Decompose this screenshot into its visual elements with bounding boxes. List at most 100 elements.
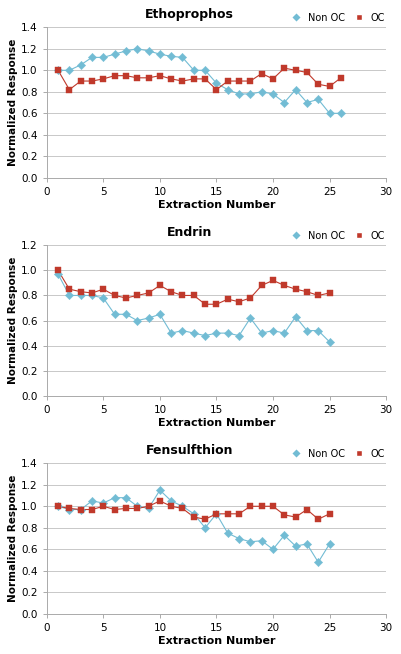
Point (111, 504, 118, 515)
Point (168, 74, 174, 84)
Point (157, 309, 163, 320)
Point (281, 530, 288, 541)
Point (213, 328, 220, 338)
Point (236, 330, 242, 341)
Point (123, 71, 129, 81)
Point (213, 78, 220, 88)
Point (225, 528, 231, 538)
Point (66, 503, 73, 513)
Point (77, 76, 84, 86)
Point (123, 293, 129, 303)
Point (304, 539, 310, 549)
Point (202, 299, 209, 309)
Point (100, 52, 107, 63)
Point (134, 315, 140, 326)
Point (55, 501, 61, 511)
Point (89, 496, 95, 506)
Point (100, 501, 107, 511)
Point (89, 288, 95, 298)
Point (89, 76, 95, 86)
Point (326, 539, 333, 549)
Point (213, 509, 220, 519)
Point (157, 71, 163, 81)
Point (55, 65, 61, 75)
Point (89, 52, 95, 63)
Point (315, 514, 322, 525)
Point (292, 311, 299, 322)
Point (111, 492, 118, 503)
Point (77, 290, 84, 301)
Point (247, 536, 253, 547)
Point (179, 52, 186, 63)
Point (213, 84, 220, 95)
Y-axis label: Normalized Response: Normalized Response (8, 39, 18, 166)
Point (157, 485, 163, 495)
Point (259, 280, 265, 290)
Point (179, 503, 186, 513)
Point (247, 89, 253, 99)
Point (100, 74, 107, 84)
Point (304, 504, 310, 515)
Point (292, 84, 299, 95)
Point (259, 328, 265, 338)
Point (213, 299, 220, 309)
Point (179, 290, 186, 301)
Point (123, 492, 129, 503)
Point (225, 294, 231, 305)
Point (281, 97, 288, 108)
Point (100, 498, 107, 508)
X-axis label: Extraction Number: Extraction Number (158, 418, 275, 428)
Point (247, 293, 253, 303)
Point (123, 503, 129, 513)
Point (190, 65, 197, 75)
Text: Fensulfthion: Fensulfthion (146, 444, 233, 457)
Text: Ethoprophos: Ethoprophos (145, 9, 234, 21)
Point (225, 84, 231, 95)
Point (304, 97, 310, 108)
Point (315, 79, 322, 90)
Point (304, 286, 310, 297)
Point (168, 496, 174, 506)
Point (338, 108, 344, 118)
Point (190, 328, 197, 338)
Point (190, 290, 197, 301)
Point (66, 284, 73, 294)
Point (55, 269, 61, 279)
Point (202, 514, 209, 525)
Point (145, 503, 152, 513)
Point (225, 76, 231, 86)
Point (100, 293, 107, 303)
Point (247, 76, 253, 86)
Point (111, 309, 118, 320)
Point (157, 280, 163, 290)
Point (236, 296, 242, 307)
Point (157, 496, 163, 506)
Point (202, 65, 209, 75)
Text: Endrin: Endrin (166, 226, 212, 239)
Point (270, 326, 276, 336)
Point (55, 501, 61, 511)
Point (66, 65, 73, 75)
Point (326, 337, 333, 347)
Point (123, 46, 129, 56)
Point (270, 501, 276, 511)
Point (145, 313, 152, 323)
Point (270, 275, 276, 286)
Point (157, 49, 163, 60)
Point (247, 501, 253, 511)
Point (77, 504, 84, 515)
Point (259, 86, 265, 97)
Point (236, 89, 242, 99)
Point (281, 280, 288, 290)
Point (179, 76, 186, 86)
Point (179, 326, 186, 336)
Point (145, 288, 152, 298)
Point (55, 265, 61, 275)
Point (304, 326, 310, 336)
Point (259, 501, 265, 511)
Point (134, 44, 140, 54)
Point (134, 501, 140, 511)
Point (190, 509, 197, 519)
Point (236, 76, 242, 86)
Point (202, 330, 209, 341)
